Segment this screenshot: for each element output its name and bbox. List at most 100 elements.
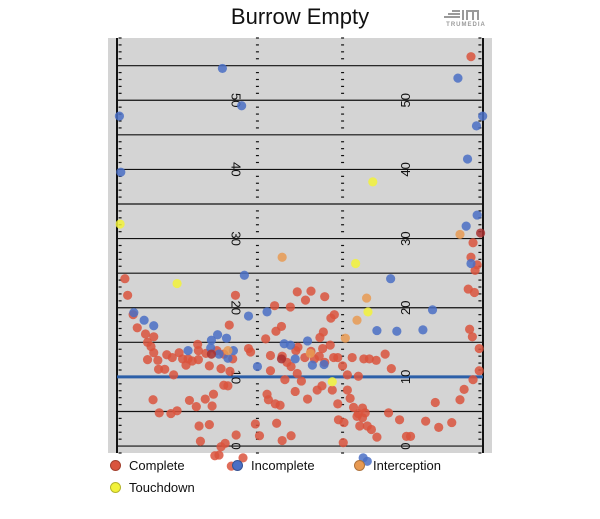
point-complete bbox=[280, 375, 290, 385]
point-complete bbox=[153, 355, 163, 365]
point-complete bbox=[154, 408, 164, 418]
point-complete bbox=[216, 364, 226, 374]
legend-item-touchdown: Touchdown bbox=[110, 480, 195, 495]
point-complete bbox=[254, 431, 265, 441]
legend-label-interception: Interception bbox=[373, 458, 441, 473]
point-complete bbox=[225, 366, 235, 376]
point-complete bbox=[469, 287, 480, 298]
point-complete bbox=[347, 352, 357, 363]
legend-label-complete: Complete bbox=[129, 458, 185, 473]
point-incomplete bbox=[453, 73, 463, 83]
point-incomplete bbox=[239, 270, 249, 280]
point-incomplete bbox=[462, 154, 473, 164]
point-complete bbox=[447, 417, 457, 428]
point-complete bbox=[261, 334, 271, 344]
point-incomplete bbox=[472, 210, 482, 220]
yard-number-label: 20 bbox=[398, 301, 413, 315]
point-complete bbox=[265, 366, 276, 376]
point-complete bbox=[348, 402, 359, 412]
point-complete bbox=[271, 326, 281, 336]
point-complete bbox=[383, 408, 394, 418]
point-complete bbox=[204, 420, 214, 430]
point-complete bbox=[275, 400, 285, 410]
point-incomplete bbox=[319, 359, 329, 370]
point-complete bbox=[314, 351, 324, 361]
point-incomplete bbox=[290, 354, 300, 364]
point-incomplete bbox=[116, 167, 126, 177]
point-complete bbox=[123, 290, 133, 300]
point-complete bbox=[465, 324, 475, 334]
point-complete bbox=[142, 355, 153, 365]
point-complete bbox=[200, 394, 210, 404]
point-complete bbox=[204, 361, 214, 371]
point-complete-interception bbox=[475, 228, 486, 238]
point-incomplete bbox=[243, 311, 254, 321]
point-incomplete bbox=[279, 339, 289, 349]
point-complete bbox=[364, 354, 374, 364]
point-complete bbox=[300, 295, 311, 305]
point-complete bbox=[362, 421, 372, 431]
point-complete bbox=[269, 301, 280, 311]
point-complete bbox=[195, 436, 206, 446]
point-complete bbox=[290, 386, 300, 397]
point-touchdown bbox=[172, 278, 182, 289]
point-complete bbox=[210, 451, 220, 461]
yard-number-label: 20 bbox=[228, 301, 243, 315]
point-complete bbox=[187, 356, 197, 366]
point-interception bbox=[455, 229, 465, 240]
yard-number-label: 30 bbox=[398, 231, 413, 245]
point-complete bbox=[325, 340, 335, 350]
point-complete bbox=[169, 370, 179, 380]
point-interception bbox=[340, 333, 350, 343]
point-touchdown bbox=[115, 219, 125, 229]
yard-number-label: 50 bbox=[398, 93, 413, 107]
point-complete bbox=[220, 438, 230, 448]
point-incomplete bbox=[221, 333, 232, 343]
point-incomplete bbox=[471, 121, 482, 131]
point-incomplete bbox=[223, 353, 233, 363]
legend-label-touchdown: Touchdown bbox=[129, 480, 195, 495]
point-complete bbox=[208, 389, 219, 399]
point-complete bbox=[421, 416, 431, 426]
point-complete bbox=[306, 286, 316, 296]
point-complete bbox=[327, 385, 337, 395]
trumedia-logo bbox=[444, 10, 479, 20]
point-incomplete bbox=[461, 221, 471, 231]
point-complete bbox=[286, 361, 296, 372]
point-complete bbox=[172, 406, 182, 416]
point-interception bbox=[352, 315, 362, 325]
point-complete bbox=[355, 421, 365, 431]
point-complete bbox=[312, 385, 322, 395]
point-complete bbox=[430, 397, 440, 408]
point-complete bbox=[148, 395, 158, 405]
point-complete bbox=[345, 393, 355, 403]
point-complete bbox=[265, 350, 276, 361]
point-complete bbox=[434, 422, 444, 433]
point-complete bbox=[160, 364, 170, 374]
point-touchdown bbox=[351, 258, 361, 269]
point-complete bbox=[353, 371, 363, 381]
point-incomplete bbox=[129, 307, 139, 318]
point-touchdown bbox=[363, 307, 373, 317]
point-touchdown bbox=[327, 377, 337, 387]
point-complete bbox=[132, 323, 142, 333]
point-incomplete bbox=[252, 361, 263, 372]
legend-swatch-touchdown bbox=[110, 482, 121, 493]
point-complete bbox=[277, 435, 287, 446]
point-complete bbox=[380, 349, 390, 359]
yard-number-label: 40 bbox=[228, 162, 243, 176]
point-complete bbox=[292, 368, 302, 379]
legend-label-incomplete: Incomplete bbox=[251, 458, 315, 473]
legend-swatch-interception bbox=[354, 460, 365, 471]
chart-legend: Complete Incomplete Interception Touchdo… bbox=[110, 458, 510, 504]
yard-number-label: 0 bbox=[228, 442, 243, 449]
point-complete bbox=[333, 352, 343, 363]
point-complete bbox=[394, 415, 405, 425]
point-complete bbox=[230, 290, 241, 300]
point-complete bbox=[272, 418, 282, 428]
point-complete bbox=[360, 408, 370, 418]
point-interception bbox=[362, 293, 372, 303]
point-incomplete bbox=[466, 258, 476, 269]
point-complete bbox=[467, 332, 477, 342]
